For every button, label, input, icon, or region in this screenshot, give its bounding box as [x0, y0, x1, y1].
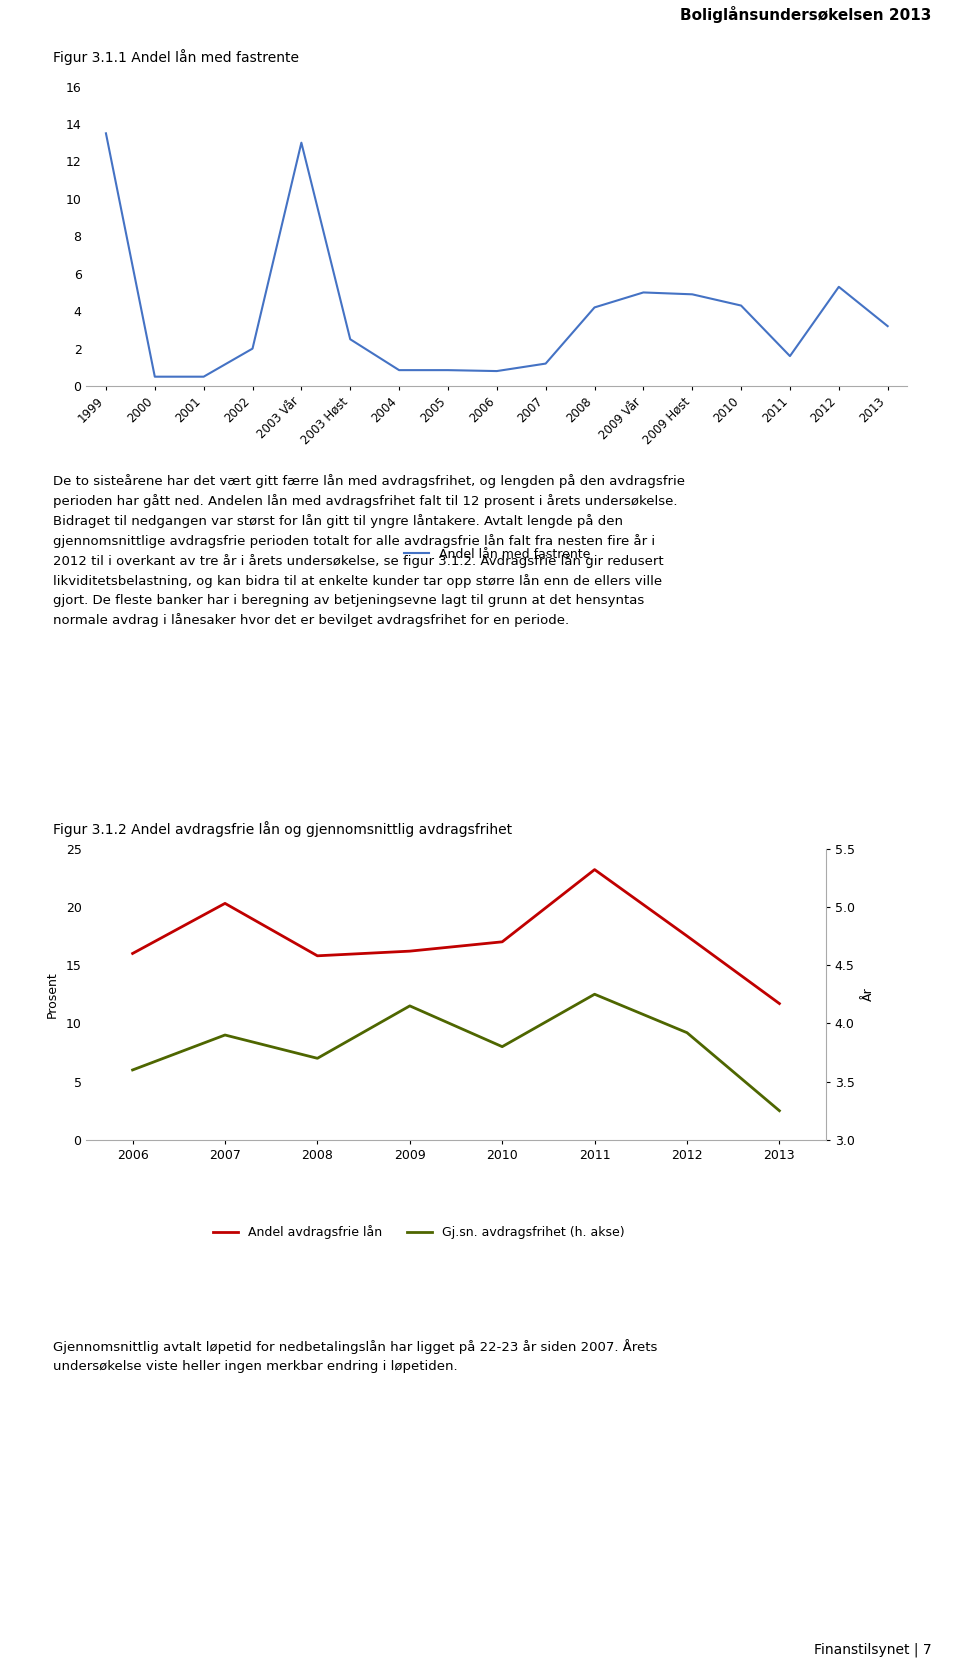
Text: Gjennomsnittlig avtalt løpetid for nedbetalingslån har ligget på 22-23 år siden : Gjennomsnittlig avtalt løpetid for nedbe… [53, 1340, 658, 1373]
Legend: Andel lån med fastrente: Andel lån med fastrente [398, 542, 595, 566]
Legend: Andel avdragsfrie lån, Gj.sn. avdragsfrihet (h. akse): Andel avdragsfrie lån, Gj.sn. avdragsfri… [208, 1220, 630, 1245]
Y-axis label: År: År [861, 987, 875, 1002]
Text: Finanstilsynet | 7: Finanstilsynet | 7 [813, 1642, 931, 1657]
Text: Figur 3.1.2 Andel avdragsfrie lån og gjennomsnittlig avdragsfrihet: Figur 3.1.2 Andel avdragsfrie lån og gje… [53, 820, 512, 837]
Text: Figur 3.1.1 Andel lån med fastrente: Figur 3.1.1 Andel lån med fastrente [53, 48, 299, 65]
Text: De to sisteårene har det vært gitt færre lån med avdragsfrihet, og lengden på de: De to sisteårene har det vært gitt færre… [53, 474, 684, 627]
Y-axis label: Prosent: Prosent [46, 970, 59, 1018]
Text: Boliglånsundersøkelsen 2013: Boliglånsundersøkelsen 2013 [680, 5, 931, 23]
